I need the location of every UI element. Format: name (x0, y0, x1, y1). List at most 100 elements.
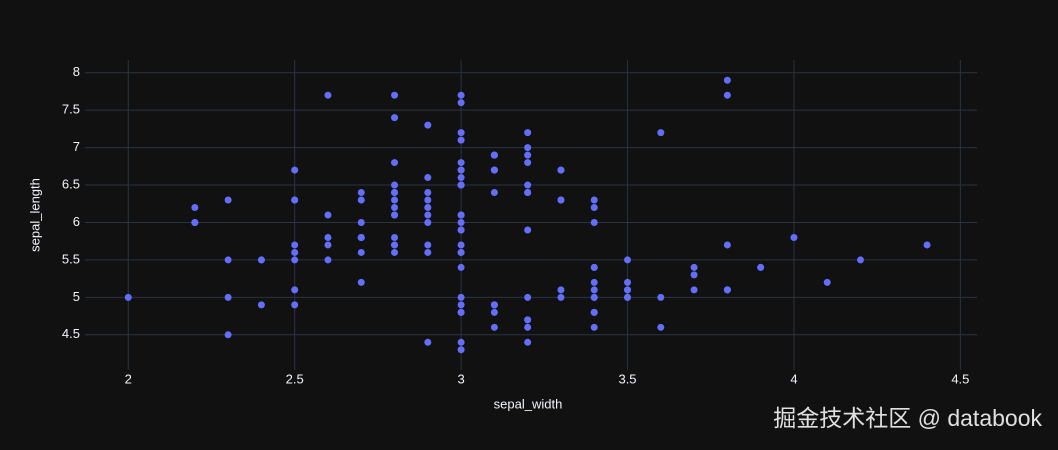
point (291, 248, 299, 256)
point (690, 263, 698, 271)
point (457, 248, 465, 256)
y-tick-label: 4.5 (62, 326, 80, 341)
point (357, 248, 365, 256)
point (457, 218, 465, 226)
point (224, 196, 232, 204)
point (391, 241, 399, 249)
y-tick-label: 6.5 (62, 176, 80, 191)
point (524, 181, 532, 189)
point (424, 241, 432, 249)
point (590, 308, 598, 316)
point (457, 91, 465, 99)
point (424, 218, 432, 226)
point (457, 293, 465, 301)
x-tick-label: 3.5 (618, 371, 636, 386)
point (457, 338, 465, 346)
point (590, 323, 598, 331)
point (457, 181, 465, 189)
y-tick-label: 6 (73, 214, 80, 229)
point (324, 91, 332, 99)
point (424, 196, 432, 204)
y-tick-label: 7.5 (62, 102, 80, 117)
point (291, 256, 299, 264)
point (457, 263, 465, 271)
point (624, 286, 632, 294)
point (723, 286, 731, 294)
y-tick-label: 8 (73, 64, 80, 79)
point (590, 278, 598, 286)
point (524, 189, 532, 197)
point (490, 151, 498, 159)
point (457, 241, 465, 249)
point (257, 256, 265, 264)
x-tick-label: 2 (125, 371, 132, 386)
point (524, 159, 532, 167)
point (457, 308, 465, 316)
point (590, 196, 598, 204)
point (590, 263, 598, 271)
point (524, 226, 532, 234)
point (224, 293, 232, 301)
point (657, 323, 665, 331)
point (624, 293, 632, 301)
point (291, 241, 299, 249)
point (557, 196, 565, 204)
point (457, 211, 465, 219)
point (291, 166, 299, 174)
point (424, 121, 432, 129)
point (757, 263, 765, 271)
point (391, 91, 399, 99)
x-axis-title: sepal_width (494, 396, 563, 411)
point (823, 278, 831, 286)
point (457, 346, 465, 354)
point (524, 129, 532, 137)
y-axis-title: sepal_length (27, 178, 42, 252)
point (191, 218, 199, 226)
point (391, 196, 399, 204)
point (590, 204, 598, 212)
point (624, 256, 632, 264)
point (324, 256, 332, 264)
point (690, 271, 698, 279)
point (391, 248, 399, 256)
point (191, 204, 199, 212)
point (524, 293, 532, 301)
point (524, 316, 532, 324)
point (324, 211, 332, 219)
point (490, 301, 498, 309)
point (590, 286, 598, 294)
point (490, 166, 498, 174)
point (624, 278, 632, 286)
x-tick-label: 2.5 (286, 371, 304, 386)
point (391, 181, 399, 189)
point (391, 204, 399, 212)
point (457, 166, 465, 174)
point (224, 256, 232, 264)
point (557, 286, 565, 294)
point (590, 218, 598, 226)
point (524, 323, 532, 331)
point (391, 233, 399, 241)
point (391, 114, 399, 122)
x-tick-label: 3 (457, 371, 464, 386)
point (224, 331, 232, 339)
point (524, 338, 532, 346)
point (357, 196, 365, 204)
point (524, 144, 532, 152)
point (490, 323, 498, 331)
point (357, 189, 365, 197)
point (291, 301, 299, 309)
point (457, 174, 465, 182)
point (524, 151, 532, 159)
point (657, 129, 665, 137)
x-tick-label: 4 (790, 371, 797, 386)
y-tick-label: 7 (73, 139, 80, 154)
point (391, 159, 399, 167)
point (690, 286, 698, 294)
point (723, 91, 731, 99)
point (424, 211, 432, 219)
point (424, 338, 432, 346)
point (557, 293, 565, 301)
point (923, 241, 931, 249)
